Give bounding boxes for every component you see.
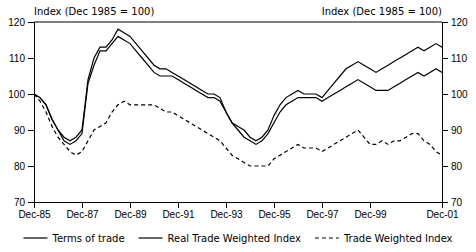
- y2-tick-mark: [442, 58, 448, 59]
- x-tick-label: Dec-91: [162, 209, 195, 220]
- x-tick-label: Dec-99: [354, 209, 387, 220]
- y2-axis-title: Index (Dec 1985 = 100): [322, 6, 442, 17]
- y-tick-label: 120: [8, 17, 25, 28]
- x-tick-label: Dec-01: [426, 209, 459, 220]
- x-tick: Dec-93: [210, 202, 243, 220]
- y2-axis: 70 80 90 100 110 120: [442, 17, 468, 208]
- y-tick-label: 100: [8, 89, 25, 100]
- legend-swatch: [315, 237, 339, 238]
- y-tick: 100: [8, 89, 34, 100]
- y2-tick: 100: [442, 89, 468, 100]
- y2-tick-label: 110: [451, 53, 467, 64]
- y-tick-mark: [28, 22, 34, 23]
- x-tick-mark: [226, 202, 227, 208]
- x-tick: Dec-95: [258, 202, 291, 220]
- axis-line: [28, 23, 35, 203]
- legend-item: Terms of trade: [23, 233, 124, 244]
- y-tick-mark: [28, 166, 34, 167]
- lines: [34, 29, 442, 166]
- x-tick-label: Dec-97: [306, 209, 339, 220]
- y-tick-mark: [28, 202, 34, 203]
- legend-item: Trade Weighted Index: [315, 233, 453, 244]
- y2-tick-mark: [442, 22, 448, 23]
- y-tick-label: 70: [14, 197, 26, 208]
- x-tick-mark: [34, 202, 35, 208]
- y-tick-mark: [28, 130, 34, 131]
- legend-label: Real Trade Weighted Index: [168, 233, 301, 244]
- y-tick: 120: [8, 17, 34, 28]
- y2-tick-label: 100: [451, 89, 468, 100]
- x-tick: Dec-85: [18, 202, 51, 220]
- axis-line: [35, 203, 443, 209]
- x-tick-label: Dec-87: [66, 209, 99, 220]
- y2-tick-mark: [442, 130, 448, 131]
- y2-tick-mark: [442, 94, 448, 95]
- plot: 708090100110120708090100110120Dec-85Dec-…: [8, 17, 468, 220]
- series-line: [34, 36, 442, 144]
- y-tick-label: 90: [14, 125, 26, 136]
- y2-tick: 110: [442, 53, 467, 64]
- y-axis-title: Index (Dec 1985 = 100): [34, 6, 154, 17]
- x-tick-label: Dec-93: [210, 209, 243, 220]
- axis-line: [443, 23, 449, 203]
- legend-label: Trade Weighted Index: [343, 233, 453, 244]
- x-tick: Dec-97: [306, 202, 339, 220]
- x-tick-label: Dec-85: [18, 209, 51, 220]
- y2-tick: 80: [442, 161, 463, 172]
- x-tick-mark: [370, 202, 371, 208]
- y2-tick: 70: [442, 197, 463, 208]
- x-tick-label: Dec-89: [114, 209, 147, 220]
- legend: Terms of trade Real Trade Weighted Index T…: [23, 233, 452, 244]
- y-tick-label: 110: [9, 53, 25, 64]
- x-tick-mark: [178, 202, 179, 208]
- x-axis: Dec-85 Dec-87 Dec-89 Dec-91 Dec-93 Dec-95 Dec-…: [18, 202, 459, 220]
- legend-swatch: [23, 237, 47, 238]
- x-tick: Dec-87: [66, 202, 99, 220]
- y2-tick-label: 70: [451, 197, 463, 208]
- y-tick-mark: [28, 58, 34, 59]
- y-axis: 70 80 90 100 110 120: [8, 17, 34, 208]
- y-tick: 110: [9, 53, 34, 64]
- y-tick: 90: [14, 125, 34, 136]
- x-tick-mark: [130, 202, 131, 208]
- x-tick-mark: [274, 202, 275, 208]
- y2-tick-mark: [442, 166, 448, 167]
- y2-tick: 90: [442, 125, 463, 136]
- x-tick-mark: [82, 202, 83, 208]
- y2-tick: 120: [442, 17, 468, 28]
- chart: 708090100110120708090100110120Dec-85Dec-…: [0, 0, 476, 252]
- x-tick: Dec-91: [162, 202, 195, 220]
- series-line: [34, 29, 442, 141]
- x-tick-mark: [442, 202, 443, 208]
- y-tick-mark: [28, 94, 34, 95]
- x-tick: Dec-01: [426, 202, 459, 220]
- y-tick: 70: [14, 197, 34, 208]
- y-tick: 80: [14, 161, 34, 172]
- x-tick: Dec-89: [114, 202, 147, 220]
- legend-label: Terms of trade: [51, 233, 124, 244]
- y2-tick-label: 80: [451, 161, 463, 172]
- legend-item: Real Trade Weighted Index: [139, 233, 301, 244]
- legend-swatch: [139, 237, 163, 238]
- frame-top: [34, 22, 442, 23]
- x-tick-mark: [322, 202, 323, 208]
- y2-tick-label: 120: [451, 17, 468, 28]
- y-tick-label: 80: [14, 161, 26, 172]
- x-tick-label: Dec-95: [258, 209, 291, 220]
- x-tick: Dec-99: [354, 202, 387, 220]
- y2-tick-label: 90: [451, 125, 463, 136]
